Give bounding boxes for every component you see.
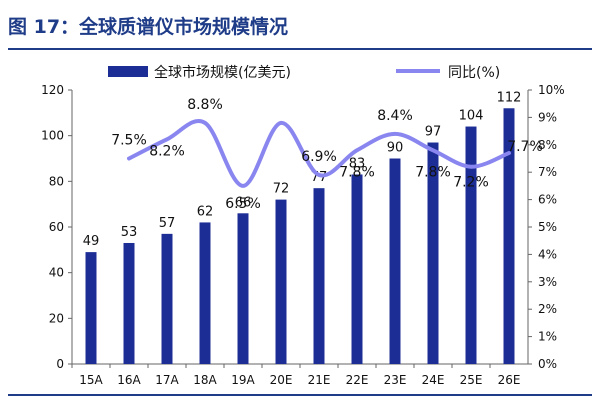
line-value-label: 8.4% (377, 108, 413, 124)
bar (313, 188, 325, 364)
bar-value-label: 66 (235, 195, 252, 210)
line-value-label: 7.8% (339, 164, 375, 180)
y-left-tick-label: 20 (49, 311, 64, 325)
line-value-label: 7.8% (415, 164, 451, 180)
y-right-tick-label: 3% (538, 275, 557, 289)
bar (123, 242, 135, 364)
line-value-label: 7.5% (111, 133, 147, 149)
y-right-tick-label: 1% (538, 330, 557, 344)
line-value-labels: 7.5%8.2%8.8%6.5%6.9%7.8%8.4%7.8%7.2%7.7% (111, 97, 543, 212)
chart-axes: 0 20 40 60 80 100 120 0% 1% 2% 3% 4% 5% 6% 7% 8% 9% 10% 15… (41, 83, 565, 387)
x-tick-label: 26E (498, 373, 521, 387)
bar (465, 126, 477, 365)
bottom-rule (8, 394, 592, 396)
bar (237, 213, 249, 364)
bar-value-label: 90 (387, 141, 404, 156)
y-right-tick-label: 8% (538, 138, 557, 152)
x-tick-label: 20E (270, 373, 293, 387)
line-value-label: 6.5% (225, 196, 261, 212)
bar (161, 233, 173, 364)
x-tick-label: 19A (231, 373, 255, 387)
bar (503, 108, 515, 365)
y-right-tick-label: 6% (538, 193, 557, 207)
line-value-label: 7.7% (507, 139, 543, 155)
x-tick-label: 22E (346, 373, 369, 387)
y-left-tick-label: 60 (49, 220, 64, 234)
legend-bar-label: 全球市场规模(亿美元) (154, 64, 291, 81)
bar (275, 199, 287, 364)
bar-value-label: 104 (459, 109, 484, 124)
yoy-line (127, 119, 511, 188)
y-left-tick-label: 80 (49, 174, 64, 188)
x-tick-label: 18A (193, 373, 217, 387)
bar-value-label: 83 (349, 156, 366, 171)
y-right-tick-label: 0% (538, 357, 557, 371)
bar-value-label: 97 (425, 125, 442, 140)
y-left-tick-label: 0 (56, 357, 64, 371)
bar-value-label: 57 (159, 216, 176, 231)
y-right-tick-label: 5% (538, 220, 557, 234)
bar-value-label: 112 (497, 90, 522, 105)
y-left-tick-label: 120 (41, 83, 64, 97)
line-series (127, 119, 511, 188)
bar (351, 174, 363, 364)
bar-value-label: 49 (83, 234, 100, 249)
x-tick-label: 23E (384, 373, 407, 387)
y-left-tick-label: 40 (49, 266, 64, 280)
bar (85, 252, 97, 364)
bar-value-label: 53 (121, 225, 138, 240)
bar (389, 158, 401, 364)
x-tick-label: 25E (460, 373, 483, 387)
x-tick-label: 15A (79, 373, 103, 387)
x-tick-label: 16A (117, 373, 141, 387)
chart-legend: 全球市场规模(亿美元) 同比(%) (108, 64, 500, 81)
title-underline (8, 48, 592, 50)
line-value-label: 8.2% (149, 143, 185, 159)
bar-value-label: 62 (197, 204, 214, 219)
x-tick-label: 17A (155, 373, 179, 387)
y-right-tick-label: 9% (538, 110, 557, 124)
y-right-tick-label: 2% (538, 302, 557, 316)
legend-line-label: 同比(%) (448, 65, 500, 81)
line-value-label: 6.9% (301, 149, 337, 165)
y-right-tick-label: 7% (538, 165, 557, 179)
legend-bar-swatch (108, 66, 148, 77)
x-tick-label: 21E (308, 373, 331, 387)
x-tick-label: 24E (422, 373, 445, 387)
line-value-label: 7.2% (453, 175, 489, 191)
bar-series (85, 108, 515, 365)
line-value-label: 8.8% (187, 97, 223, 113)
y-right-tick-label: 10% (538, 83, 565, 97)
y-right-tick-label: 4% (538, 247, 557, 261)
bar (427, 142, 439, 364)
chart-title: 图 17：全球质谱仪市场规模情况 (8, 16, 289, 38)
bar (199, 222, 211, 364)
y-left-tick-label: 100 (41, 129, 64, 143)
bar-value-label: 72 (273, 182, 290, 197)
